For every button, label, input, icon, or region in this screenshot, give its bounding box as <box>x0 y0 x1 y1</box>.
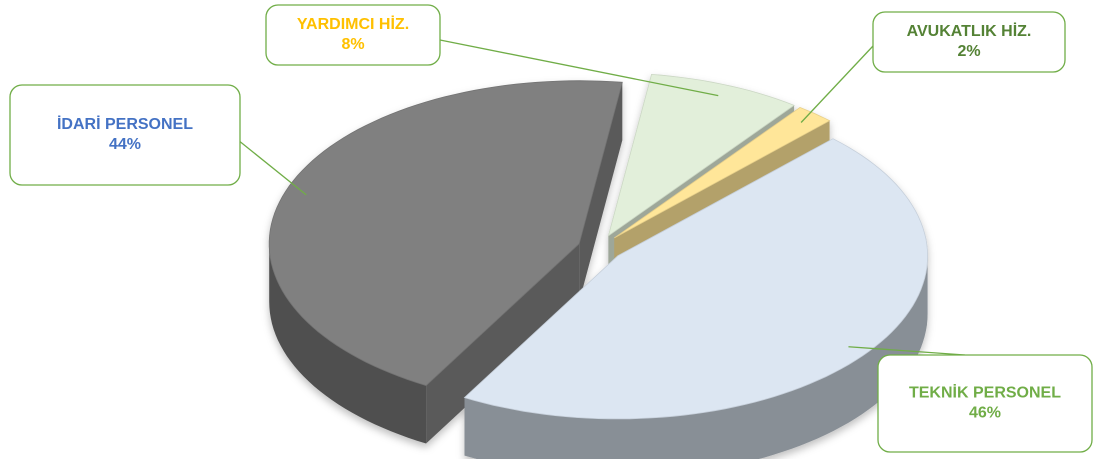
slice <box>463 138 929 459</box>
leader-line <box>237 139 307 196</box>
callout-box <box>265 4 441 66</box>
data-label-name: İDARİ PERSONEL <box>57 115 193 133</box>
leader-line <box>800 45 874 123</box>
slice-side <box>579 82 623 302</box>
callout-box <box>9 84 241 186</box>
data-label-value: 46% <box>969 405 1001 422</box>
data-label-value: 44% <box>109 136 141 153</box>
pie <box>268 73 929 459</box>
callouts: YARDIMCI HİZ. 8% AVUKATLIK HİZ. 2% TEKNİK PE… <box>9 4 1093 453</box>
data-label-value: 2% <box>957 43 980 60</box>
data-label-name: TEKNİK PERSONEL <box>909 384 1061 402</box>
callout-box <box>872 11 1066 73</box>
data-label-name: AVUKATLIK HİZ. <box>907 22 1032 40</box>
leader-line <box>439 39 719 97</box>
data-label-name: YARDIMCI HİZ. <box>297 15 409 33</box>
slice-top <box>607 73 795 237</box>
slice-side <box>426 243 580 444</box>
slice-top <box>614 106 831 239</box>
slice-top <box>463 138 929 420</box>
callout-box <box>877 354 1093 453</box>
slice-top <box>268 80 623 386</box>
slice <box>268 80 623 444</box>
slice-wall <box>269 243 427 444</box>
slice-wall <box>464 255 928 459</box>
data-label-value: 8% <box>341 36 364 53</box>
leader-line <box>848 346 966 356</box>
